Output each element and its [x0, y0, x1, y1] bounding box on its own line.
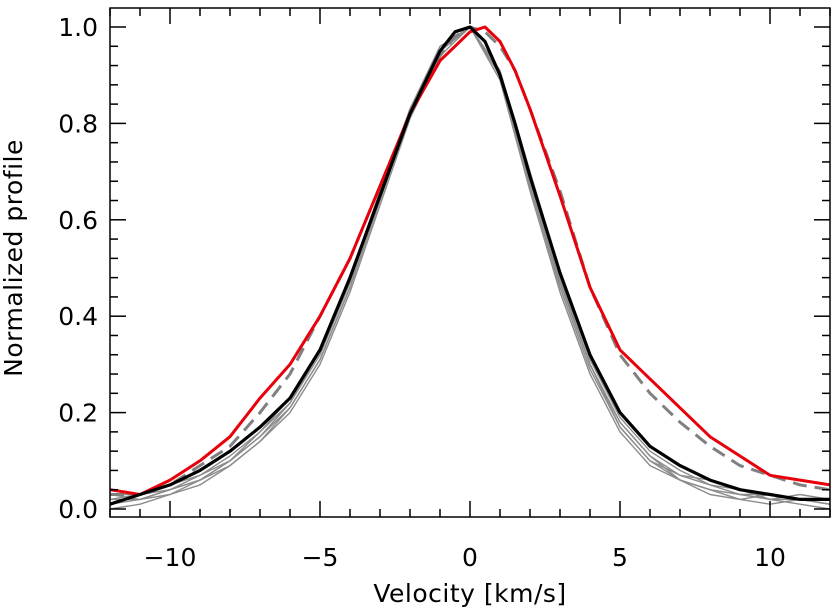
dashed-profile-line-1 — [110, 25, 831, 496]
gray-profile-line-6 — [109, 26, 831, 505]
x-tick-label: 10 — [754, 543, 786, 572]
y-tick-label: 0.2 — [58, 399, 98, 428]
y-tick-label: 0.6 — [58, 206, 98, 235]
axis-ticks: −10 −5 0 5 10 0.0 0.2 0.4 0.6 0.8 1.0 — [58, 8, 831, 572]
y-tick-label: 1.0 — [58, 13, 98, 42]
gray-profile-line-4 — [110, 26, 830, 501]
series-layer — [109, 25, 831, 510]
gray-profile-line-7 — [109, 26, 831, 501]
y-tick-label: 0.4 — [58, 302, 98, 331]
x-tick-label: 0 — [462, 543, 478, 572]
x-tick-label: 5 — [612, 543, 628, 572]
red-profile-line-0 — [109, 25, 831, 496]
gray-profile-line-5 — [109, 26, 831, 510]
y-tick-label: 0.8 — [58, 109, 98, 138]
gray-profile-line-8 — [109, 26, 831, 505]
x-axis-title: Velocity [km/s] — [373, 579, 566, 608]
y-axis-title: Normalized profile — [0, 139, 28, 377]
gray-profile-line-3 — [110, 26, 831, 505]
plot-frame — [109, 7, 831, 518]
x-tick-label: −10 — [144, 543, 197, 572]
y-tick-label: 0.0 — [58, 495, 98, 524]
black-profile-line-2 — [109, 25, 830, 506]
x-tick-label: −5 — [302, 543, 339, 572]
